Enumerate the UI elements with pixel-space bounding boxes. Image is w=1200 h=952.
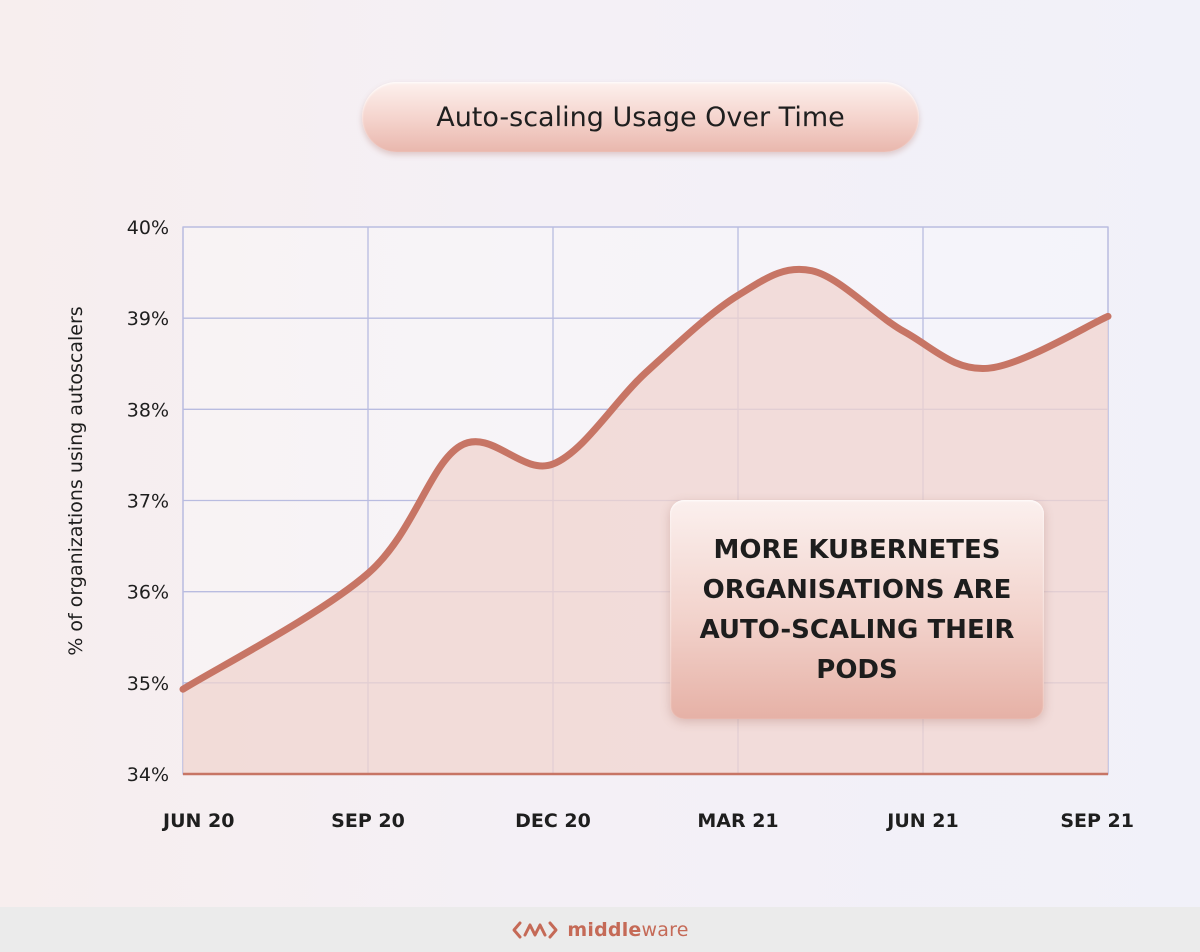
- y-tick-label: 38%: [127, 399, 169, 421]
- y-tick-label: 39%: [127, 308, 169, 330]
- y-tick-label: 34%: [127, 764, 169, 786]
- x-tick-label: JUN 21: [885, 810, 958, 832]
- chart-title: Auto-scaling Usage Over Time: [362, 82, 919, 152]
- series-line: [179, 265, 1112, 693]
- x-tick-label: DEC 20: [515, 810, 591, 832]
- y-axis-label: % of organizations using autoscalers: [65, 306, 87, 655]
- brand-name: middleware: [567, 919, 688, 941]
- middleware-logo-icon: [512, 921, 558, 938]
- x-tick-label: MAR 21: [697, 810, 778, 832]
- y-tick-label: 37%: [127, 491, 169, 513]
- y-tick-label: 35%: [127, 673, 169, 695]
- y-tick-label: 40%: [127, 217, 169, 239]
- annotation-callout: MORE KUBERNETES ORGANISATIONS ARE AUTO-S…: [670, 500, 1044, 719]
- brand-suffix: ware: [641, 918, 689, 941]
- x-tick-label: SEP 21: [1060, 810, 1134, 832]
- y-tick-labels: 34% 35% 36% 37% 38% 39% 40%: [127, 217, 169, 786]
- x-tick-label: JUN 20: [161, 810, 234, 832]
- line-chart: 34% 35% 36% 37% 38% 39% 40% JUN 20 SEP 20 DEC 20…: [65, 217, 1134, 832]
- x-tick-labels: JUN 20 SEP 20 DEC 20 MAR 21 JUN 21 SEP 21: [161, 810, 1134, 832]
- brand-prefix: middle: [567, 918, 642, 941]
- footer: middleware: [0, 907, 1200, 952]
- y-tick-label: 36%: [127, 582, 169, 604]
- x-tick-label: SEP 20: [331, 810, 405, 832]
